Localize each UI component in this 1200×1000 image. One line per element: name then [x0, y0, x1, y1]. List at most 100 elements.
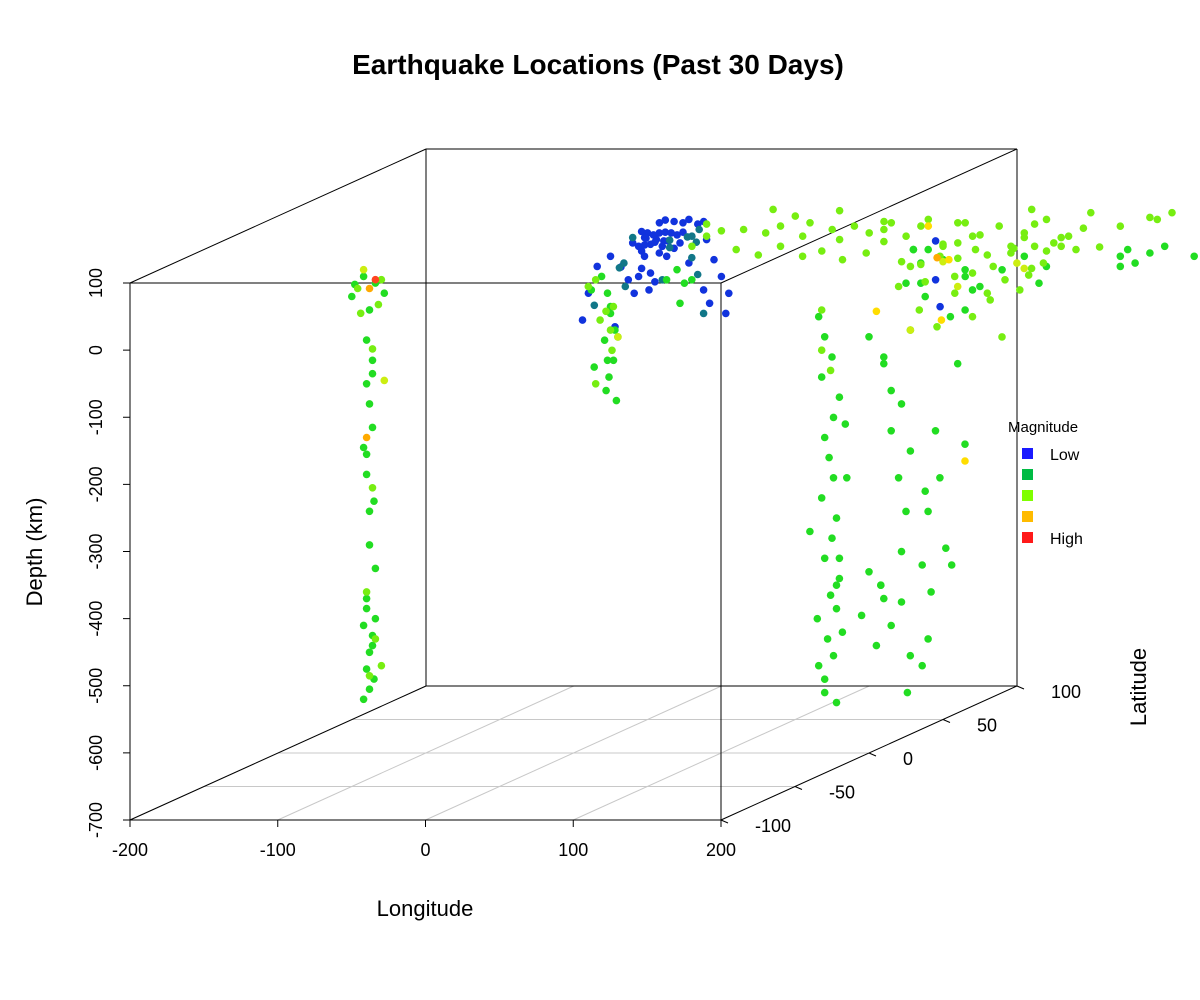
earthquake-point — [906, 651, 915, 660]
earthquake-point — [915, 306, 924, 314]
earthquake-point — [880, 225, 888, 234]
earthquake-point — [640, 241, 649, 249]
earthquake-point — [841, 420, 850, 428]
earthquake-point — [897, 547, 906, 556]
earthquake-point — [676, 239, 684, 247]
earthquake-point — [624, 276, 633, 284]
earthquake-point — [356, 309, 365, 318]
earthquake-point — [924, 222, 933, 230]
earthquake-point — [843, 474, 851, 482]
earthquake-point — [945, 255, 953, 264]
earthquake-point — [835, 554, 844, 563]
earthquake-point — [362, 604, 371, 613]
earthquake-point — [820, 554, 829, 563]
earthquake-point — [612, 396, 621, 405]
earthquake-point — [710, 255, 718, 264]
earthquake-point — [693, 270, 702, 279]
earthquake-point — [380, 376, 389, 385]
earthquake-point — [1024, 271, 1033, 279]
earthquake-point — [813, 614, 822, 623]
earthquake-point — [835, 235, 844, 244]
earthquake-point — [865, 568, 873, 576]
earthquake-point — [680, 279, 689, 288]
earthquake-point — [832, 514, 841, 522]
scatter-points — [348, 205, 1198, 707]
earthquake-point — [362, 336, 371, 344]
earthquake-point — [820, 333, 829, 341]
earthquake-point — [1064, 232, 1073, 240]
earthquake-point — [927, 588, 935, 596]
earthquake-point — [791, 212, 800, 220]
earthquake-point — [1116, 262, 1125, 271]
z-axis-title: Depth (km) — [22, 498, 47, 607]
earthquake-point — [939, 257, 947, 266]
earthquake-point — [660, 237, 668, 245]
earthquake-point — [998, 266, 1006, 274]
chart-title: Earthquake Locations (Past 30 Days) — [352, 49, 844, 80]
earthquake-point — [362, 433, 371, 442]
earthquake-point — [377, 275, 386, 284]
earthquake-point — [362, 588, 371, 596]
earthquake-point — [917, 222, 925, 230]
earthquake-point — [976, 231, 984, 239]
earthquake-point — [359, 621, 368, 630]
earthquake-point — [1020, 264, 1028, 273]
earthquake-point — [1050, 239, 1058, 247]
x-tick-label: 200 — [706, 840, 736, 860]
earthquake-point — [365, 672, 374, 680]
earthquake-point — [850, 222, 859, 230]
earthquake-point — [954, 219, 962, 227]
x-tick-label: -100 — [260, 840, 296, 860]
earthquake-point — [705, 299, 714, 308]
earthquake-point — [806, 527, 814, 536]
earthquake-point — [880, 359, 888, 368]
earthquake-point — [832, 581, 841, 589]
earthquake-point — [825, 453, 833, 462]
earthquake-point — [865, 333, 873, 341]
earthquake-point — [968, 286, 977, 294]
earthquake-point — [1042, 215, 1051, 224]
earthquake-point — [995, 222, 1003, 230]
earthquake-point — [906, 326, 915, 334]
earthquake-point — [918, 561, 926, 569]
earthquake-point — [931, 427, 940, 435]
earthquake-point — [695, 225, 703, 234]
earthquake-point — [1030, 242, 1039, 251]
earthquake-point — [953, 282, 962, 291]
legend-swatch — [1022, 469, 1033, 480]
earthquake-point — [606, 252, 615, 261]
earthquake-point — [880, 217, 888, 226]
earthquake-point — [621, 282, 630, 291]
earthquake-point — [655, 229, 664, 237]
earthquake-point — [814, 312, 823, 321]
earthquake-point — [968, 312, 977, 321]
earthquake-point — [634, 272, 643, 281]
earthquake-point — [628, 233, 637, 242]
earthquake-point — [651, 278, 659, 286]
earthquake-point — [600, 336, 609, 345]
earthquake-point — [597, 272, 606, 281]
earthquake-point — [1030, 220, 1039, 228]
earthquake-point — [769, 205, 777, 214]
earthquake-point — [578, 316, 587, 324]
earthquake-point — [835, 393, 844, 402]
earthquake-point — [634, 242, 643, 251]
earthquake-point — [1057, 233, 1065, 242]
earthquake-point — [1168, 208, 1176, 217]
earthquake-point — [591, 380, 600, 388]
earthquake-point — [897, 400, 906, 408]
earthquake-point — [591, 276, 600, 284]
y-tick-label: -100 — [755, 816, 791, 836]
z-tick-label: -200 — [86, 466, 106, 502]
earthquake-point — [887, 427, 895, 435]
earthquake-point — [603, 289, 612, 298]
earthquake-point — [1079, 224, 1088, 232]
box-edge — [129, 685, 427, 821]
earthquake-point — [739, 225, 748, 234]
earthquake-point — [688, 232, 696, 240]
earthquake-point — [685, 215, 693, 224]
legend-swatch — [1022, 448, 1033, 459]
earthquake-point — [365, 685, 374, 693]
earthquake-point — [806, 219, 814, 227]
